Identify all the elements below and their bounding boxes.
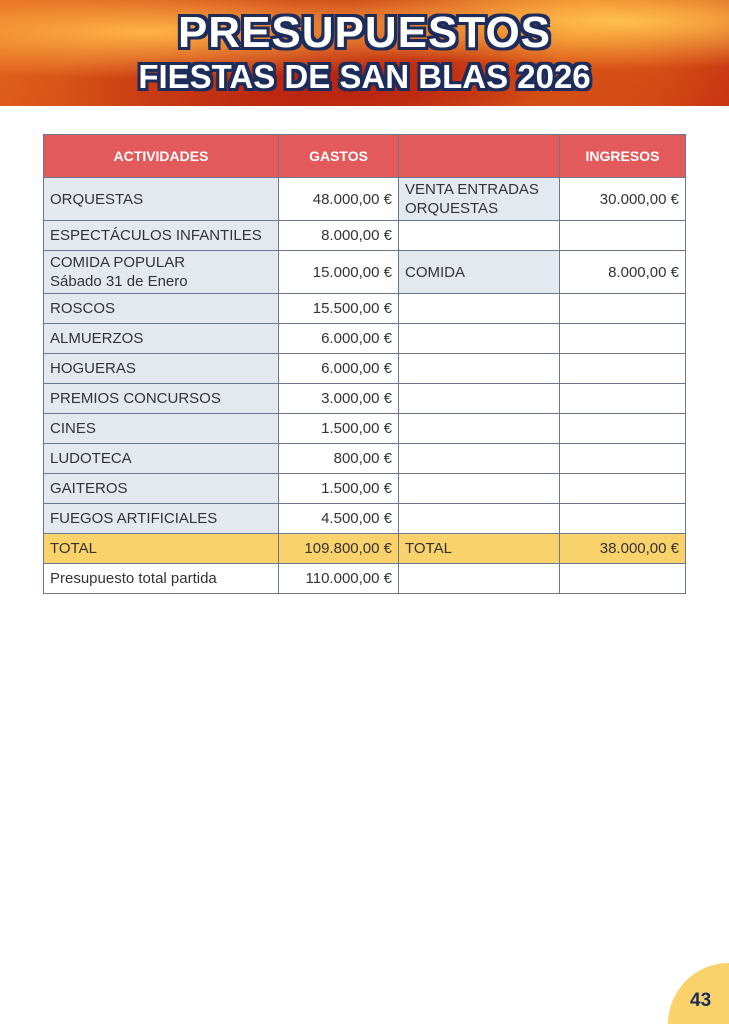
income-cell: 8.000,00 €: [559, 250, 686, 294]
table-row: HOGUERAS 6.000,00 €: [43, 353, 686, 384]
expense-cell: 1.500,00 €: [278, 473, 399, 504]
activity-cell: HOGUERAS: [43, 353, 279, 384]
page-title: PRESUPUESTOS: [177, 8, 552, 57]
activity-cell: ESPECTÁCULOS INFANTILES: [43, 220, 279, 251]
income-concept-cell: [398, 563, 560, 594]
expense-cell: 3.000,00 €: [278, 383, 399, 414]
budget-table: ACTIVIDADES GASTOS INGRESOS ORQUESTAS 48.…: [43, 134, 686, 594]
income-cell: [559, 220, 686, 251]
income-cell: [559, 503, 686, 534]
table-row: ORQUESTAS 48.000,00 € VENTA ENTRADAS ORQUES…: [43, 177, 686, 221]
expense-cell: 6.000,00 €: [278, 353, 399, 384]
table-row: COMIDA POPULAR Sábado 31 de Enero 15.000,0…: [43, 250, 686, 294]
activity-cell: GAITEROS: [43, 473, 279, 504]
header-actividades: ACTIVIDADES: [43, 134, 279, 178]
income-cell: [559, 413, 686, 444]
expense-cell: 110.000,00 €: [278, 563, 399, 594]
income-cell: 30.000,00 €: [559, 177, 686, 221]
activity-cell: ROSCOS: [43, 293, 279, 324]
expense-cell: 15.000,00 €: [278, 250, 399, 294]
activity-cell: LUDOTECA: [43, 443, 279, 474]
expense-cell: 15.500,00 €: [278, 293, 399, 324]
income-concept-cell: [398, 383, 560, 414]
activity-cell: TOTAL: [43, 533, 279, 564]
table-row: ALMUERZOS 6.000,00 €: [43, 323, 686, 354]
income-concept-cell: [398, 220, 560, 251]
income-cell: [559, 383, 686, 414]
income-concept-cell: [398, 323, 560, 354]
header-ingresos: INGRESOS: [559, 134, 686, 178]
expense-cell: 4.500,00 €: [278, 503, 399, 534]
budget-row: Presupuesto total partida 110.000,00 €: [43, 563, 686, 594]
table-row: CINES 1.500,00 €: [43, 413, 686, 444]
table-row: GAITEROS 1.500,00 €: [43, 473, 686, 504]
income-concept-cell: [398, 413, 560, 444]
expense-cell: 6.000,00 €: [278, 323, 399, 354]
activity-cell: FUEGOS ARTIFICIALES: [43, 503, 279, 534]
expense-cell: 800,00 €: [278, 443, 399, 474]
activity-cell: CINES: [43, 413, 279, 444]
income-concept-cell: VENTA ENTRADAS ORQUESTAS: [398, 177, 560, 221]
expense-cell: 1.500,00 €: [278, 413, 399, 444]
expense-cell: 8.000,00 €: [278, 220, 399, 251]
header-banner: PRESUPUESTOS FIESTAS DE SAN BLAS 2026: [0, 0, 729, 106]
income-concept-cell: [398, 353, 560, 384]
income-cell: [559, 473, 686, 504]
income-concept-cell: [398, 443, 560, 474]
table-row: ROSCOS 15.500,00 €: [43, 293, 686, 324]
page-subtitle: FIESTAS DE SAN BLAS 2026: [138, 58, 591, 95]
total-row: TOTAL 109.800,00 € TOTAL 38.000,00 €: [43, 533, 686, 564]
income-concept-cell: [398, 293, 560, 324]
expense-cell: 109.800,00 €: [278, 533, 399, 564]
expense-cell: 48.000,00 €: [278, 177, 399, 221]
table-row: FUEGOS ARTIFICIALES 4.500,00 €: [43, 503, 686, 534]
header-concepto: [398, 134, 560, 178]
income-cell: 38.000,00 €: [559, 533, 686, 564]
page-number: 43: [690, 990, 712, 1011]
activity-cell: COMIDA POPULAR Sábado 31 de Enero: [43, 250, 279, 294]
income-cell: [559, 353, 686, 384]
income-cell: [559, 323, 686, 354]
income-cell: [559, 563, 686, 594]
table-row: ESPECTÁCULOS INFANTILES 8.000,00 €: [43, 220, 686, 251]
table-header-row: ACTIVIDADES GASTOS INGRESOS: [43, 134, 686, 178]
income-concept-cell: TOTAL: [398, 533, 560, 564]
header-gastos: GASTOS: [278, 134, 399, 178]
income-cell: [559, 443, 686, 474]
activity-cell: ALMUERZOS: [43, 323, 279, 354]
table-row: PREMIOS CONCURSOS 3.000,00 €: [43, 383, 686, 414]
income-concept-cell: COMIDA: [398, 250, 560, 294]
income-cell: [559, 293, 686, 324]
activity-cell: Presupuesto total partida: [43, 563, 279, 594]
activity-cell: PREMIOS CONCURSOS: [43, 383, 279, 414]
table-row: LUDOTECA 800,00 €: [43, 443, 686, 474]
activity-cell: ORQUESTAS: [43, 177, 279, 221]
income-concept-cell: [398, 473, 560, 504]
income-concept-cell: [398, 503, 560, 534]
